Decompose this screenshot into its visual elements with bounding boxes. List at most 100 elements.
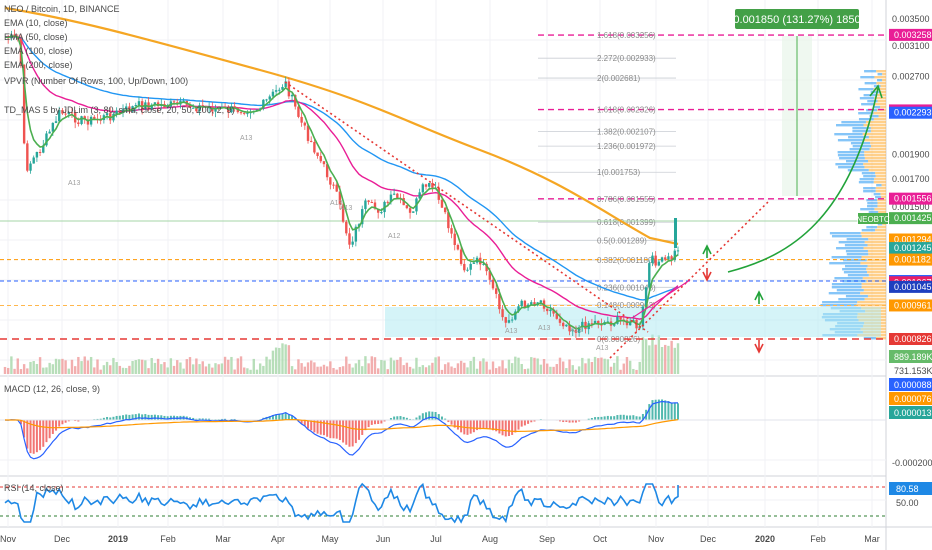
- candle-body: [281, 86, 284, 90]
- price-tag-label: 0.002293: [894, 108, 932, 118]
- macd-hist-bar: [26, 420, 29, 449]
- legend-ema50[interactable]: EMA (50, close): [4, 32, 68, 42]
- volume-bar: [29, 361, 32, 374]
- volume-profile-row: [868, 238, 886, 241]
- candle-body: [555, 313, 558, 319]
- volume-profile-row: [868, 253, 886, 256]
- macd-hist-bar: [195, 418, 198, 420]
- time-axis-label: Apr: [271, 534, 285, 544]
- price-axis-label: 0.003500: [892, 14, 930, 24]
- volume-bar: [644, 339, 648, 374]
- volume-bar: [606, 359, 610, 374]
- candle-body: [121, 109, 125, 113]
- legend-symbol[interactable]: NEO / Bitcoin, 1D, BINANCE: [4, 4, 120, 14]
- volume-bar: [73, 366, 77, 374]
- macd-hist-bar: [389, 417, 392, 420]
- candle-body: [510, 319, 514, 321]
- volume-bar: [156, 358, 160, 374]
- legend-vpvr[interactable]: VPVR (Number Of Rows, 100, Up/Down, 100): [4, 76, 188, 86]
- volume-profile-row: [835, 163, 864, 166]
- macd-hist-bar: [574, 420, 577, 423]
- volume-bar: [3, 366, 7, 374]
- candle-body: [188, 104, 192, 108]
- candle-body: [246, 113, 249, 115]
- legend-td[interactable]: TD_MAS 5 by JDLim (3, 80, sma, close, 20…: [4, 105, 235, 115]
- macd-hist-bar: [667, 401, 670, 420]
- volume-bar: [613, 362, 616, 374]
- macd-hist-bar: [469, 420, 472, 434]
- macd-hist-bar: [622, 414, 625, 420]
- volume-bar: [552, 366, 555, 374]
- volume-bar: [418, 366, 421, 374]
- volume-profile-row: [868, 211, 879, 214]
- volume-bar: [479, 361, 482, 374]
- volume-tag-2: 731.153K: [894, 366, 932, 376]
- candle-body: [105, 113, 109, 116]
- candle-body: [329, 177, 332, 185]
- legend-ema200[interactable]: EMA (200, close): [4, 60, 73, 70]
- price-tag-box: [889, 28, 932, 41]
- macd-hist-bar: [638, 416, 641, 420]
- candle-body: [45, 133, 48, 146]
- projection-curve-arrow[interactable]: [727, 87, 879, 273]
- legend-ema10[interactable]: EMA (10, close): [4, 18, 68, 28]
- volume-bar: [485, 361, 488, 374]
- rsi-title[interactable]: RSI (14, close): [4, 483, 64, 493]
- volume-profile-row: [838, 298, 865, 301]
- volume-profile-row: [844, 244, 868, 247]
- volume-bar: [319, 366, 322, 374]
- candle-body: [284, 81, 287, 87]
- volume-bar: [166, 367, 169, 374]
- volume-profile-row: [882, 223, 886, 226]
- macd-hist-bar: [568, 420, 571, 423]
- volume-bar: [367, 363, 370, 374]
- candle-body: [134, 105, 137, 107]
- volume-bar: [290, 366, 294, 374]
- buy-signal-arrow: [702, 244, 712, 258]
- candle-body: [517, 306, 520, 312]
- time-axis-label: Feb: [160, 534, 176, 544]
- macd-title[interactable]: MACD (12, 26, close, 9): [4, 384, 100, 394]
- volume-profile-row: [867, 205, 878, 208]
- descending-trendline[interactable]: [284, 81, 649, 333]
- candle-body: [195, 107, 198, 112]
- macd-hist-bar: [632, 415, 635, 420]
- volume-tag-2-box: [889, 365, 932, 375]
- volume-bar: [437, 356, 440, 374]
- volume-bar: [348, 363, 351, 374]
- candle-body: [443, 207, 447, 213]
- rising-wedge-line[interactable]: [631, 279, 691, 319]
- volume-profile-row: [873, 193, 881, 196]
- volume-bar: [227, 359, 230, 374]
- volume-bar: [526, 368, 530, 374]
- candle-body: [316, 152, 319, 157]
- legend-ema100[interactable]: EMA (100, close): [4, 46, 73, 56]
- candle-body: [539, 300, 543, 303]
- time-axis[interactable]: Nov Dec 2019 Feb Mar Apr May Jun Jul Aug Sep Oct Nov…: [0, 534, 880, 544]
- macd-hist-bar: [281, 413, 284, 420]
- volume-bar: [121, 367, 125, 374]
- sell-signal-arrow: [754, 340, 764, 354]
- candle-body: [558, 318, 562, 323]
- candle-body: [319, 156, 322, 162]
- volume-profile-row: [877, 73, 883, 76]
- volume-bar: [77, 356, 80, 374]
- volume-profile-row: [875, 175, 886, 178]
- macd-hist-bar: [160, 415, 163, 420]
- volume-profile-row: [861, 256, 886, 259]
- macd-hist-bar: [358, 420, 361, 440]
- volume-bar: [450, 366, 453, 374]
- volume-bar: [284, 344, 287, 374]
- volume-profile-row: [867, 244, 886, 247]
- candle-body: [472, 262, 476, 264]
- macd-hist-bar: [316, 420, 319, 434]
- macd-hist-bar: [118, 415, 121, 420]
- volume-bar: [383, 360, 386, 374]
- macd-hist-bar: [460, 420, 463, 433]
- volume-profile-row: [850, 142, 871, 145]
- price-axis[interactable]: 0.003500 0.003100 0.002700 0.001900 0.001700…: [892, 14, 930, 212]
- macd-hist-bar: [106, 416, 109, 420]
- macd-hist-bar: [192, 417, 195, 420]
- price-tag-box: [889, 280, 932, 293]
